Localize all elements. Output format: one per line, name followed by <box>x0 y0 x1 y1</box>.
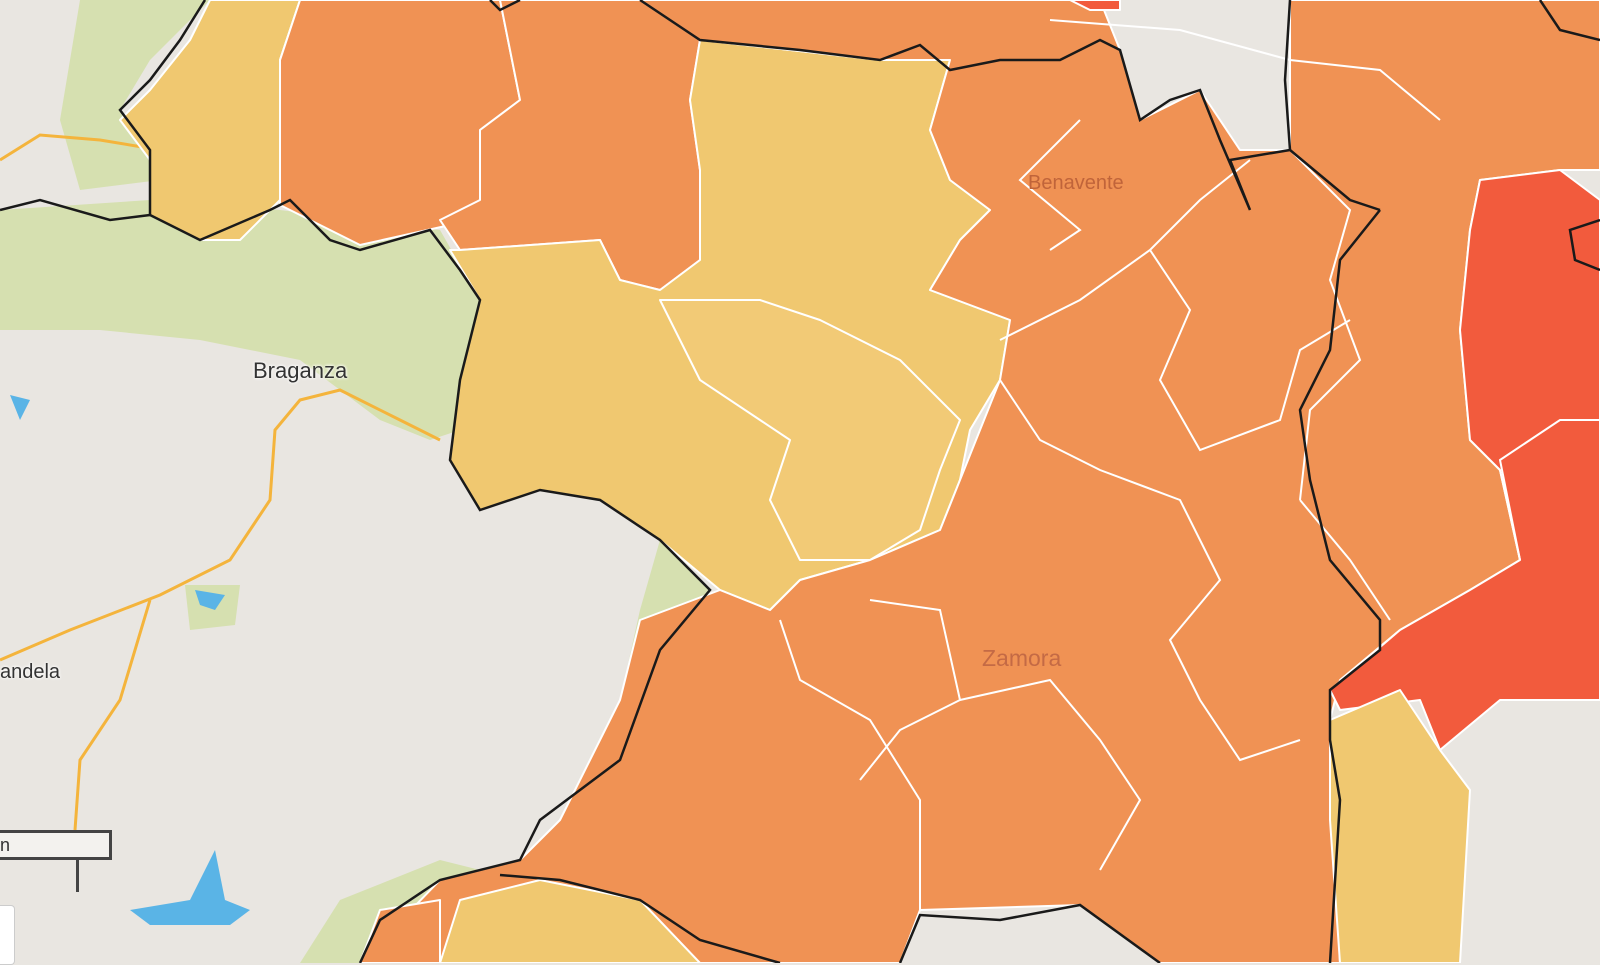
map-control-button[interactable] <box>0 905 15 965</box>
municipal-borders <box>779 19 1600 910</box>
region-high <box>1069 0 1121 11</box>
region-low <box>1329 689 1471 963</box>
region-low <box>439 879 701 963</box>
regions[interactable] <box>119 0 1600 963</box>
scale-bar-tick <box>76 860 79 892</box>
region-medium <box>359 899 441 963</box>
place-label-benavente: Benavente <box>1028 172 1124 194</box>
place-label-zamora: Zamora <box>982 645 1062 671</box>
roads <box>0 133 441 831</box>
scale-label: n <box>0 835 11 855</box>
place-label-mirandela: andela <box>0 661 61 683</box>
place-label-braganza: Braganza <box>253 358 348 383</box>
scale-bar: n <box>0 830 112 860</box>
water-bodies <box>10 395 250 925</box>
region-low <box>659 299 961 561</box>
